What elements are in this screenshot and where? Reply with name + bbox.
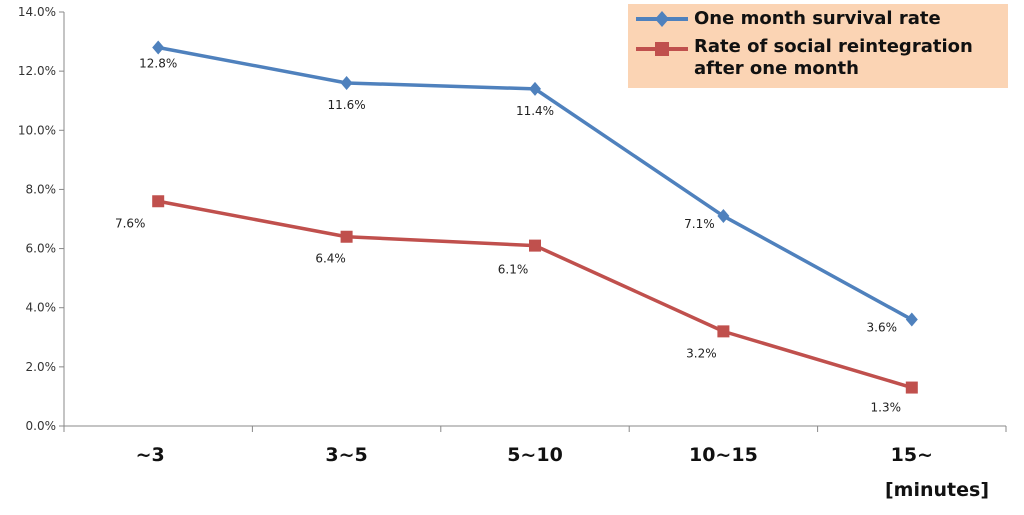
data-point — [529, 239, 541, 252]
x-axis-unit-label: [minutes] — [885, 479, 989, 501]
legend-label-reintegration: Rate of social reintegration after one m… — [694, 36, 973, 79]
series-line — [157, 199, 913, 390]
axes — [63, 12, 1007, 432]
data-point — [340, 230, 353, 243]
legend-label-survival: One month survival rate — [694, 8, 941, 29]
legend: One month survival rate Rate of social r… — [628, 4, 1008, 88]
data-point — [152, 40, 165, 55]
x-category-label: 5~10 — [507, 444, 563, 466]
series-layer: 12.8% 11.6% 11.4% 7.1% 3.6% 7.6% 6.4% 6.1% 3.2% 1… — [115, 40, 918, 415]
y-tick-label: 14.0% — [18, 5, 56, 19]
data-label: 11.4% — [516, 104, 554, 118]
data-label: 3.2% — [686, 346, 717, 360]
data-label: 11.6% — [328, 98, 366, 112]
legend-swatch-survival — [636, 11, 688, 27]
y-tick-label: 8.0% — [26, 182, 57, 196]
series-reintegration: 7.6% 6.4% 6.1% 3.2% 1.3% — [115, 195, 918, 415]
data-point — [717, 325, 730, 338]
data-point — [717, 209, 730, 224]
y-tick-label: 0.0% — [26, 419, 57, 433]
data-point — [340, 75, 353, 90]
series-survival: 12.8% 11.6% 11.4% 7.1% 3.6% — [139, 40, 918, 335]
x-category-label: ~3 — [136, 444, 165, 466]
data-point — [529, 81, 541, 96]
legend-swatch-reintegration — [636, 42, 688, 56]
x-axis-categories: ~3 3~5 5~10 10~15 15~ — [136, 444, 933, 466]
data-label: 1.3% — [871, 401, 902, 415]
y-axis-ticks: 0.0% 2.0% 4.0% 6.0% 8.0% 10.0% 12.0% 14.0% — [18, 5, 64, 433]
data-label: 6.4% — [315, 252, 346, 266]
y-tick-label: 10.0% — [18, 123, 56, 137]
x-category-label: 10~15 — [689, 444, 758, 466]
data-label: 12.8% — [139, 56, 177, 70]
y-tick-label: 6.0% — [26, 242, 57, 256]
data-label: 7.6% — [115, 216, 146, 230]
y-tick-label: 4.0% — [26, 301, 57, 315]
data-point — [152, 195, 165, 208]
data-point — [905, 381, 918, 394]
data-label: 6.1% — [498, 263, 529, 277]
data-point — [905, 312, 918, 327]
y-tick-label: 12.0% — [18, 64, 56, 78]
data-label: 7.1% — [684, 217, 715, 231]
x-category-label: 3~5 — [325, 444, 367, 466]
x-category-label: 15~ — [891, 444, 933, 466]
data-label: 3.6% — [867, 321, 898, 335]
y-tick-label: 2.0% — [26, 360, 57, 374]
